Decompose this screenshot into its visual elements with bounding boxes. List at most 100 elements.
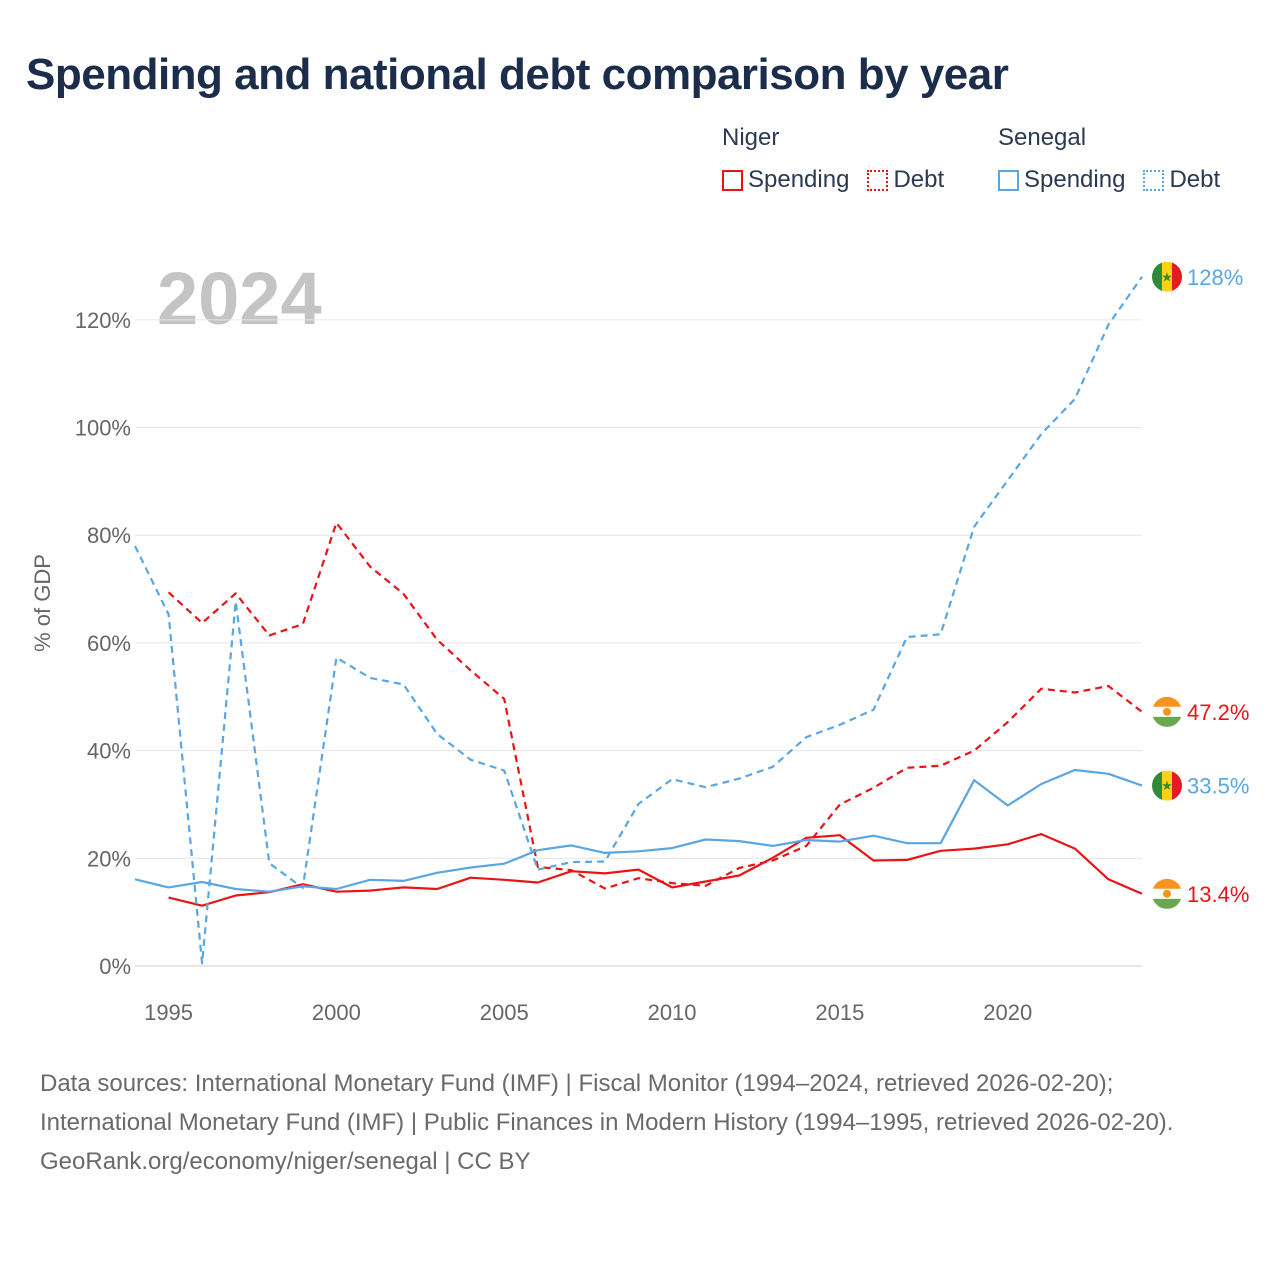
data-point (935, 837, 947, 849)
footer: Data sources: International Monetary Fun… (40, 1064, 1250, 1181)
data-point (498, 858, 510, 870)
y-tick-label: 80% (87, 523, 131, 548)
data-point (465, 664, 477, 676)
data-point (163, 608, 175, 620)
legend-niger-debt[interactable]: Debt (867, 166, 944, 194)
data-point (1035, 828, 1047, 840)
data-point (431, 634, 443, 646)
series-line-niger-debt (167, 521, 1143, 890)
data-point (800, 834, 812, 846)
data-point (700, 833, 712, 845)
data-point (431, 883, 443, 895)
data-point (498, 765, 510, 777)
data-point (364, 874, 376, 886)
data-point (968, 774, 980, 786)
y-tick-label: 20% (87, 846, 131, 871)
data-point (767, 854, 779, 866)
data-point (935, 628, 947, 640)
legend-label: Spending (1024, 166, 1126, 193)
data-point (330, 517, 342, 529)
data-point (834, 798, 846, 810)
x-tick-label: 2020 (983, 1000, 1032, 1025)
legend-country-senegal: Senegal (998, 124, 1087, 151)
data-point (700, 781, 712, 793)
data-point (532, 864, 544, 876)
data-point (767, 840, 779, 852)
data-point (364, 672, 376, 684)
data-point (1069, 764, 1081, 776)
data-point (263, 886, 275, 898)
data-point (1136, 706, 1148, 718)
data-point (599, 882, 611, 894)
y-tick-label: 0% (99, 954, 131, 979)
series-line-niger-spending (168, 832, 1143, 907)
svg-text:★: ★ (1161, 270, 1173, 285)
data-point (901, 762, 913, 774)
end-value-label: 13.4% (1187, 882, 1249, 907)
data-point (431, 728, 443, 740)
data-point (700, 880, 712, 892)
legend-label: Spending (748, 166, 850, 193)
legend-senegal: Senegal Spending Debt (998, 124, 1238, 194)
data-point (1002, 716, 1014, 728)
x-tick-label: 1995 (144, 1000, 193, 1025)
data-point (666, 842, 678, 854)
data-point (196, 957, 208, 969)
legend-senegal-debt[interactable]: Debt (1143, 166, 1220, 194)
data-point (1136, 271, 1148, 283)
data-point (163, 586, 175, 598)
data-point (196, 617, 208, 629)
legend-senegal-spending[interactable]: Spending (998, 166, 1125, 194)
legend-swatch-solid (722, 169, 743, 191)
data-point (968, 843, 980, 855)
data-point (901, 631, 913, 643)
data-point (1035, 428, 1047, 440)
legend-swatch-solid (998, 169, 1019, 191)
data-point (867, 854, 879, 866)
legend-niger-spending[interactable]: Spending (722, 166, 849, 194)
data-point (398, 875, 410, 887)
data-point (935, 760, 947, 772)
legend-niger: Niger Spending Debt (722, 124, 962, 194)
data-point (867, 704, 879, 716)
data-point (364, 560, 376, 572)
data-point (733, 773, 745, 785)
data-point (163, 892, 175, 904)
legend-country-niger: Niger (722, 124, 780, 151)
data-sources: Data sources: International Monetary Fun… (40, 1070, 1174, 1136)
data-point (901, 837, 913, 849)
data-point (1136, 780, 1148, 792)
x-tick-label: 2010 (648, 1000, 697, 1025)
data-point (297, 618, 309, 630)
data-point (767, 761, 779, 773)
data-point (297, 882, 309, 894)
data-point (163, 881, 175, 893)
data-point (633, 845, 645, 857)
data-point (1069, 843, 1081, 855)
data-point (129, 873, 141, 885)
data-point (1002, 800, 1014, 812)
y-tick-label: 60% (87, 631, 131, 656)
data-point (398, 678, 410, 690)
data-point (1102, 680, 1114, 692)
data-point (1102, 768, 1114, 780)
data-point (431, 867, 443, 879)
data-point (532, 877, 544, 889)
data-point (666, 877, 678, 889)
data-point (968, 745, 980, 757)
credit-link[interactable]: GeoRank.org/economy/niger/senegal | CC B… (40, 1148, 531, 1175)
data-point (330, 651, 342, 663)
data-point (129, 540, 141, 552)
line-chart: 2024 0% 20% 40% 60% 80% 100% 120% 1995 2000 2005 20… (30, 257, 1249, 1025)
data-point (834, 836, 846, 848)
data-point (1035, 778, 1047, 790)
niger-flag-icon (1152, 696, 1182, 727)
data-point (1069, 393, 1081, 405)
data-point (330, 883, 342, 895)
x-tick-label: 2015 (815, 1000, 864, 1025)
legend-swatch-dotted (1143, 169, 1165, 191)
data-point (599, 856, 611, 868)
y-axis-label: % of GDP (30, 554, 55, 652)
data-point (1069, 686, 1081, 698)
y-tick-label: 40% (87, 739, 131, 764)
